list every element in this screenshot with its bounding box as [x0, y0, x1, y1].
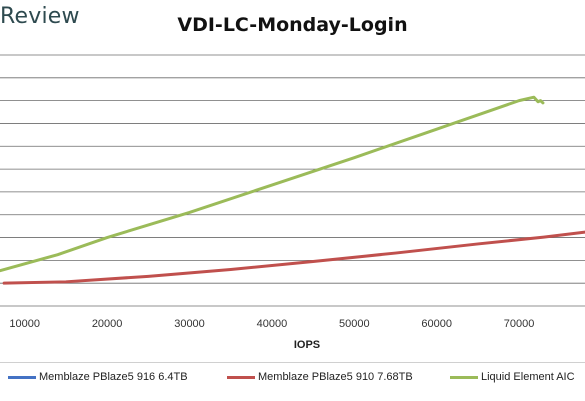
legend-item: Liquid Element AIC	[450, 371, 575, 383]
chart-legend: Memblaze PBlaze5 916 6.4TB Memblaze PBlaz…	[0, 371, 585, 391]
series-line-3	[0, 95, 545, 273]
x-tick-label: 50000	[339, 318, 370, 330]
series-lines	[0, 95, 585, 285]
brand-logo: Review	[0, 4, 80, 29]
x-tick-label: 20000	[92, 318, 123, 330]
x-tick-label: 10000	[9, 318, 40, 330]
x-tick-label: 40000	[257, 318, 288, 330]
x-axis-label: IOPS	[294, 339, 320, 351]
x-axis-ticks: 10000 20000 30000 40000 50000 60000 70000	[9, 318, 534, 330]
series-line-2	[2, 230, 585, 285]
gridlines	[0, 54, 585, 307]
x-tick-label: 70000	[504, 318, 535, 330]
legend-swatch	[227, 375, 255, 379]
legend-label: Memblaze PBlaze5 916 6.4TB	[39, 371, 188, 383]
legend-swatch	[8, 375, 36, 379]
chart-title: VDI-LC-Monday-Login	[177, 14, 408, 36]
legend-label: Liquid Element AIC	[481, 371, 575, 383]
x-tick-label: 60000	[421, 318, 452, 330]
legend-item: Memblaze PBlaze5 916 6.4TB	[8, 371, 188, 383]
legend-swatch	[450, 375, 478, 379]
x-tick-label: 30000	[174, 318, 205, 330]
legend-item: Memblaze PBlaze5 910 7.68TB	[227, 371, 413, 383]
legend-divider	[0, 362, 585, 363]
legend-label: Memblaze PBlaze5 910 7.68TB	[258, 371, 413, 383]
